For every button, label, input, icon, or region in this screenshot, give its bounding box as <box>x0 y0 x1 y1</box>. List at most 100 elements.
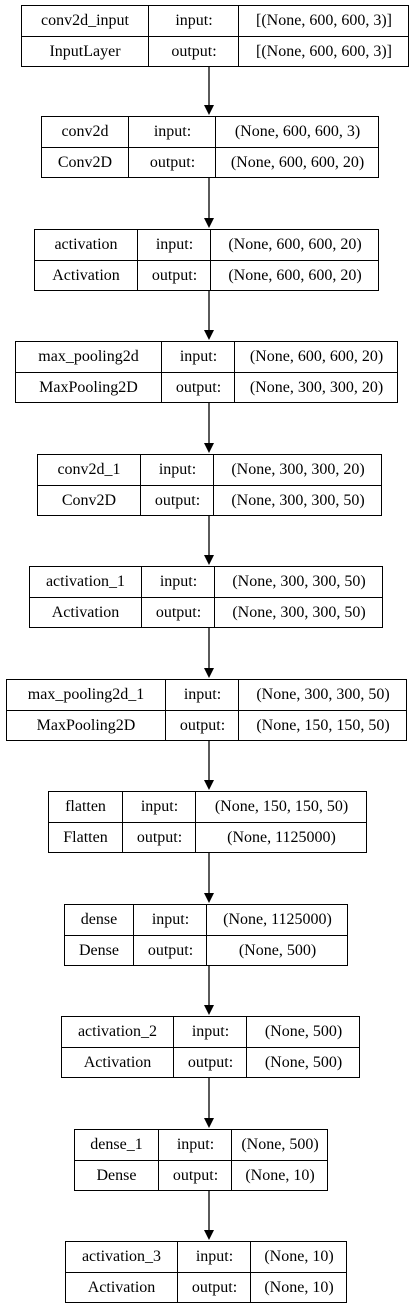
layer-name: conv2d <box>61 123 109 140</box>
input-shape: (None, 300, 300, 50) <box>214 567 383 597</box>
layer-input-row: conv2d input: (None, 600, 600, 3) <box>42 117 379 147</box>
input-label: input: <box>161 342 235 372</box>
output-label: output: <box>148 37 239 66</box>
arrow-head <box>204 443 214 453</box>
output-label: output: <box>122 823 196 852</box>
input-label: input: <box>173 1017 247 1047</box>
arrow-head <box>204 218 214 228</box>
layer-output-row: Conv2D output: (None, 300, 300, 50) <box>38 485 382 515</box>
input-label: input: <box>128 117 216 147</box>
output-shape: (None, 600, 600, 20) <box>210 261 379 290</box>
arrow-head <box>204 555 214 565</box>
layer-type: Conv2D <box>61 491 117 509</box>
input-label: input: <box>158 1130 232 1160</box>
input-shape: (None, 500) <box>231 1130 328 1160</box>
layer-input-row: activation_2 input: (None, 500) <box>62 1017 360 1047</box>
layer-output-row: Activation output: (None, 300, 300, 50) <box>30 597 383 627</box>
input-shape: (None, 150, 150, 50) <box>195 792 367 822</box>
output-shape: (None, 600, 600, 20) <box>215 148 379 177</box>
layer-node-dense-1: dense_1 input: (None, 500) Dense output: (Non… <box>74 1129 328 1191</box>
output-shape: (None, 500) <box>246 1048 360 1077</box>
output-label: output: <box>165 711 239 740</box>
layer-type: Conv2D <box>57 153 113 171</box>
input-label: input: <box>141 567 215 597</box>
input-shape: (None, 600, 600, 3) <box>215 117 379 147</box>
output-label: output: <box>161 373 235 402</box>
layer-type: InputLayer <box>49 42 121 60</box>
layer-type: MaxPooling2D <box>39 378 138 396</box>
layer-name: conv2d_input <box>41 12 129 29</box>
input-label: input: <box>140 455 214 485</box>
layer-name: activation_2 <box>77 1023 158 1040</box>
arrow-head <box>204 893 214 903</box>
layer-output-row: Dense output: (None, 500) <box>65 935 348 965</box>
layer-name: max_pooling2d_1 <box>27 686 145 703</box>
layer-name: activation_3 <box>81 1248 162 1265</box>
layer-type: Flatten <box>63 828 108 846</box>
layer-name: dense <box>80 911 118 928</box>
layer-node-conv2d-input: conv2d_input input: [(None, 600, 600, 3)] I… <box>21 5 409 67</box>
layer-output-row: Activation output: (None, 600, 600, 20) <box>35 260 379 290</box>
output-label: output: <box>140 486 214 515</box>
layer-output-row: MaxPooling2D output: (None, 150, 150, 50) <box>7 710 407 740</box>
output-shape: (None, 300, 300, 20) <box>234 373 398 402</box>
layer-node-dense: dense input: (None, 1125000) Dense output: (N… <box>64 904 348 966</box>
layer-output-row: MaxPooling2D output: (None, 300, 300, 20) <box>16 372 398 402</box>
arrow-head <box>204 105 214 115</box>
layer-node-max-pooling2d-1: max_pooling2d_1 input: (None, 300, 300, 50… <box>6 679 407 741</box>
layer-input-row: max_pooling2d input: (None, 600, 600, 20) <box>16 342 398 372</box>
layer-node-activation-2: activation_2 input: (None, 500) Activation o… <box>61 1016 360 1078</box>
input-shape: (None, 300, 300, 20) <box>213 455 382 485</box>
input-label: input: <box>137 230 211 260</box>
layer-type: Dense <box>96 1166 137 1184</box>
layer-type: Activation <box>83 1053 152 1071</box>
layer-node-conv2d: conv2d input: (None, 600, 600, 3) Conv2D out… <box>41 116 379 178</box>
input-shape: (None, 500) <box>246 1017 360 1047</box>
layer-input-row: max_pooling2d_1 input: (None, 300, 300, 50… <box>7 680 407 710</box>
layer-name: max_pooling2d <box>38 348 139 365</box>
input-label: input: <box>133 905 207 935</box>
input-shape: (None, 600, 600, 20) <box>234 342 398 372</box>
output-shape: (None, 500) <box>206 936 348 965</box>
layer-input-row: dense_1 input: (None, 500) <box>75 1130 328 1160</box>
layer-input-row: flatten input: (None, 150, 150, 50) <box>49 792 367 822</box>
input-shape: (None, 1125000) <box>206 905 348 935</box>
input-shape: (None, 10) <box>250 1242 347 1272</box>
layer-name: conv2d_1 <box>57 461 121 478</box>
input-shape: (None, 600, 600, 20) <box>210 230 379 260</box>
layer-type: MaxPooling2D <box>36 716 136 734</box>
input-label: input: <box>165 680 239 710</box>
layer-output-row: Dense output: (None, 10) <box>75 1160 328 1190</box>
output-shape: (None, 1125000) <box>195 823 367 852</box>
layer-node-activation-1: activation_1 input: (None, 300, 300, 50) Ac… <box>29 566 383 628</box>
output-label: output: <box>141 598 215 627</box>
layer-type: Dense <box>79 941 119 959</box>
layer-node-flatten: flatten input: (None, 150, 150, 50) Flatten… <box>48 791 367 853</box>
layer-node-max-pooling2d: max_pooling2d input: (None, 600, 600, 20) M… <box>15 341 398 403</box>
output-label: output: <box>158 1161 232 1190</box>
output-label: output: <box>173 1048 247 1077</box>
layer-name: dense_1 <box>90 1136 143 1153</box>
output-label: output: <box>137 261 211 290</box>
layer-node-activation: activation input: (None, 600, 600, 20) Acti… <box>34 229 379 291</box>
layer-name: activation_1 <box>45 573 126 590</box>
layer-output-row: Activation output: (None, 500) <box>62 1047 360 1077</box>
layer-name: activation <box>54 236 118 253</box>
layer-input-row: conv2d_input input: [(None, 600, 600, 3)] <box>22 6 409 36</box>
output-label: output: <box>128 148 216 177</box>
layer-node-conv2d-1: conv2d_1 input: (None, 300, 300, 20) Conv2D… <box>37 454 382 516</box>
arrow-head <box>204 1118 214 1128</box>
layer-output-row: Flatten output: (None, 1125000) <box>49 822 367 852</box>
layer-input-row: activation_1 input: (None, 300, 300, 50) <box>30 567 383 597</box>
layer-output-row: InputLayer output: [(None, 600, 600, 3)] <box>22 36 409 66</box>
output-label: output: <box>133 936 207 965</box>
output-shape: (None, 10) <box>231 1161 328 1190</box>
arrow-head <box>204 668 214 678</box>
output-shape: (None, 300, 300, 50) <box>213 486 382 515</box>
input-label: input: <box>177 1242 251 1272</box>
output-shape: (None, 150, 150, 50) <box>238 711 407 740</box>
input-label: input: <box>148 6 239 36</box>
layer-input-row: conv2d_1 input: (None, 300, 300, 20) <box>38 455 382 485</box>
input-label: input: <box>122 792 196 822</box>
